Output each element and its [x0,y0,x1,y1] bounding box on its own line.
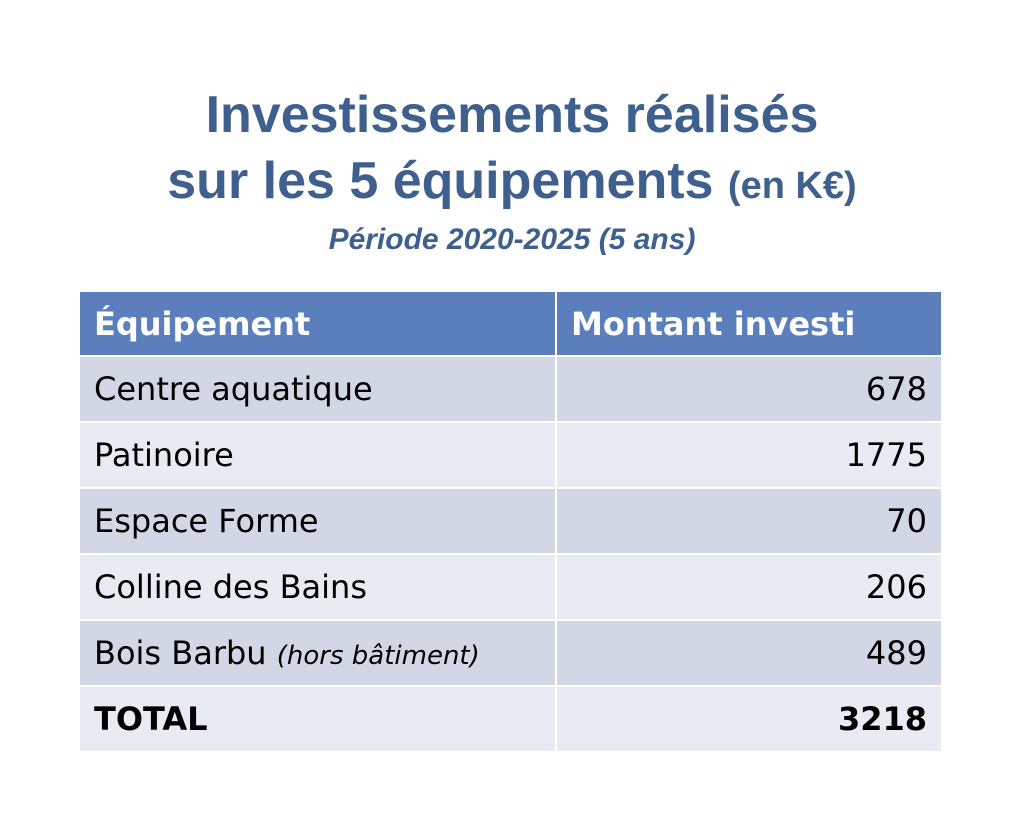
row-amount: 70 [555,488,941,555]
equipment-name: Colline des Bains [94,568,367,606]
investment-table: Équipement Montant investi Centre aquati… [80,292,941,753]
title-text-1: Investissements réalisés [205,86,819,144]
row-equipment: Colline des Bains [80,554,556,621]
title-unit: (en K€) [727,165,857,207]
title-line-1: Investissements réalisés [0,84,1024,146]
total-label: TOTAL [80,686,556,753]
row-equipment: Patinoire [80,422,556,489]
table-row: Patinoire 1775 [80,422,941,489]
table-row: Centre aquatique 678 [80,356,941,423]
equipment-name: Centre aquatique [94,370,373,408]
row-amount: 206 [555,554,941,621]
table-header-row: Équipement Montant investi [80,292,941,357]
title-line-2: sur les 5 équipements (en K€) [0,150,1024,217]
subtitle: Période 2020-2025 (5 ans) [328,223,696,256]
table-row: Colline des Bains 206 [80,554,941,621]
equipment-note: (hors bâtiment) [276,641,480,671]
row-equipment: Bois Barbu (hors bâtiment) [80,620,556,687]
title-text-2: sur les 5 équipements [167,152,714,210]
table-row: Bois Barbu (hors bâtiment) 489 [80,620,941,687]
row-amount: 1775 [555,422,941,489]
table-row: Espace Forme 70 [80,488,941,555]
header-amount: Montant investi [555,292,941,357]
row-amount: 489 [555,620,941,687]
header-equipment: Équipement [80,292,556,357]
equipment-name: Espace Forme [94,502,319,540]
row-equipment: Espace Forme [80,488,556,555]
equipment-name: Bois Barbu [94,634,267,672]
equipment-name: Patinoire [94,436,234,474]
total-row: TOTAL 3218 [80,686,941,753]
row-amount: 678 [555,356,941,423]
row-equipment: Centre aquatique [80,356,556,423]
total-amount: 3218 [555,686,941,753]
